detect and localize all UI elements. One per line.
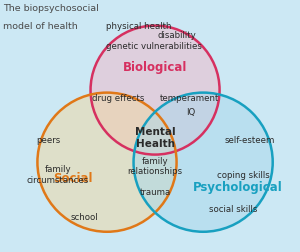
Text: model of health: model of health <box>3 22 78 31</box>
Text: temperament: temperament <box>160 93 220 102</box>
Text: family
circumstances: family circumstances <box>26 165 89 184</box>
Text: family
relationships: family relationships <box>128 156 183 175</box>
Text: Psychological: Psychological <box>192 180 282 194</box>
Text: Health: Health <box>136 139 175 149</box>
Circle shape <box>134 93 273 232</box>
Text: Mental: Mental <box>135 126 176 136</box>
Text: trauma: trauma <box>140 187 171 197</box>
Text: IQ: IQ <box>186 108 195 117</box>
Text: Social: Social <box>53 171 93 184</box>
Circle shape <box>38 93 177 232</box>
Text: physical health: physical health <box>106 22 171 31</box>
Text: genetic vulnerabilities: genetic vulnerabilities <box>106 41 202 50</box>
Text: school: school <box>70 212 98 221</box>
Circle shape <box>91 26 220 155</box>
Text: coping skills: coping skills <box>217 170 270 179</box>
Text: The biopsychosocial: The biopsychosocial <box>3 4 99 13</box>
Text: disability: disability <box>157 31 196 40</box>
Text: drug effects: drug effects <box>92 93 145 102</box>
Text: Biological: Biological <box>123 60 187 73</box>
Text: peers: peers <box>36 135 60 144</box>
Text: social skills: social skills <box>209 204 258 213</box>
Text: self-esteem: self-esteem <box>225 135 275 144</box>
